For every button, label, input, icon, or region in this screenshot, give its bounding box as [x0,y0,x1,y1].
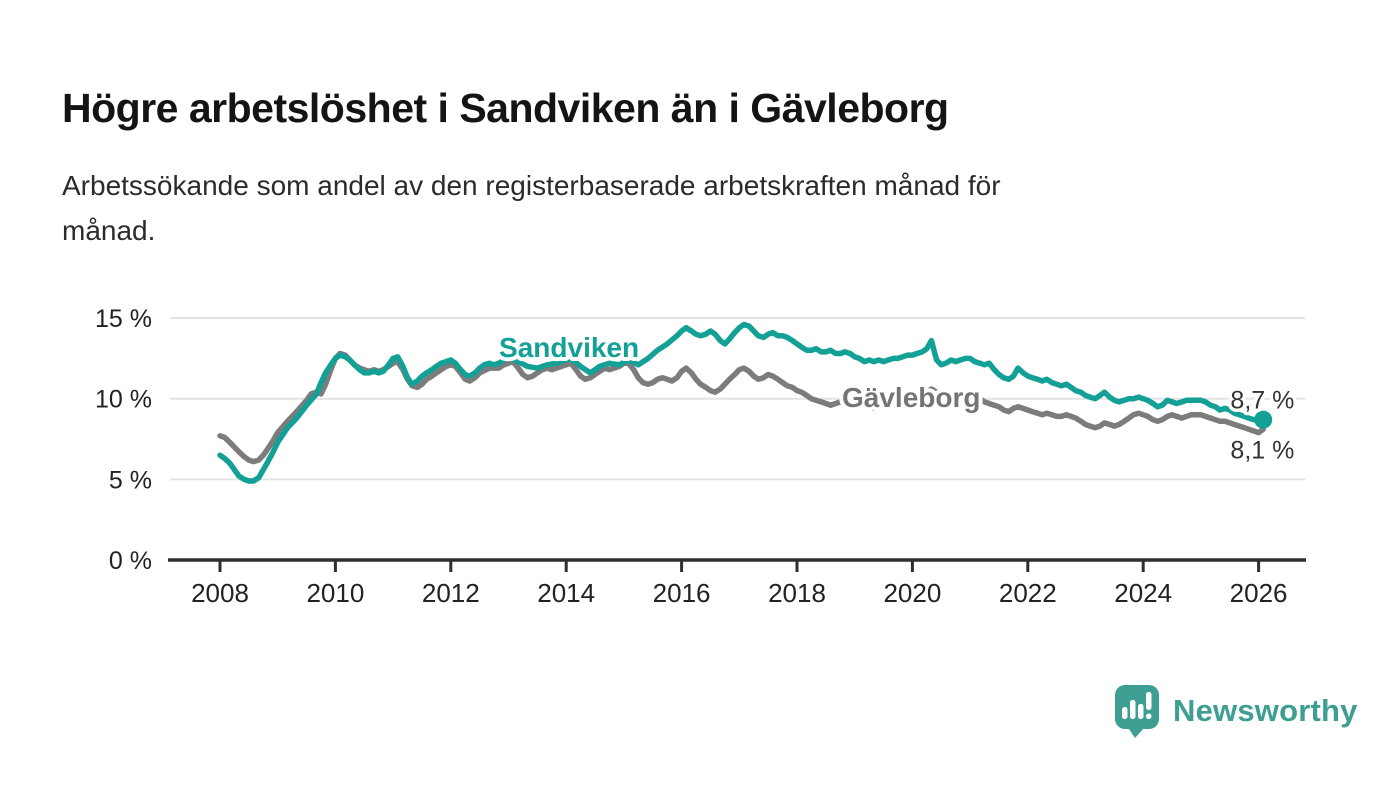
end-value-label-sandviken: 8,7 % [1230,387,1294,415]
x-tick-label-2008: 2008 [191,578,249,608]
series-label-sandviken: Sandviken [499,332,639,363]
series-label-gävleborg: Gävleborg [842,382,980,413]
end-value-label-gävleborg: 8,1 % [1230,437,1294,465]
newsworthy-logo: Newsworthy [1114,684,1358,738]
chart-subtitle: Arbetssökande som andel av den registerb… [62,163,1342,253]
chart-subtitle-line2: månad. [62,215,156,246]
page-title: Högre arbetslöshet i Sandviken än i Gävl… [62,85,949,132]
y-tick-label-0: 0 % [109,547,152,575]
x-tick-label-2020: 2020 [883,578,941,608]
endpoint-dot-sandviken [1254,410,1273,429]
newsworthy-logo-text: Newsworthy [1173,693,1358,728]
x-tick-label-2010: 2010 [306,578,364,608]
y-tick-label-10: 10 % [95,386,152,414]
newsworthy-logo-icon [1115,685,1159,738]
series-line-sandviken [217,321,1266,484]
x-tick-label-2012: 2012 [422,578,480,608]
x-tick-label-2014: 2014 [537,578,595,608]
x-tick-label-2022: 2022 [999,578,1057,608]
x-tick-label-2016: 2016 [653,578,711,608]
chart-subtitle-line1: Arbetssökande som andel av den registerb… [62,170,1001,201]
y-tick-label-15: 15 % [95,305,152,333]
x-tick-label-2024: 2024 [1114,578,1172,608]
y-tick-label-5: 5 % [109,466,152,494]
x-tick-label-2018: 2018 [768,578,826,608]
x-tick-label-2026: 2026 [1230,578,1288,608]
